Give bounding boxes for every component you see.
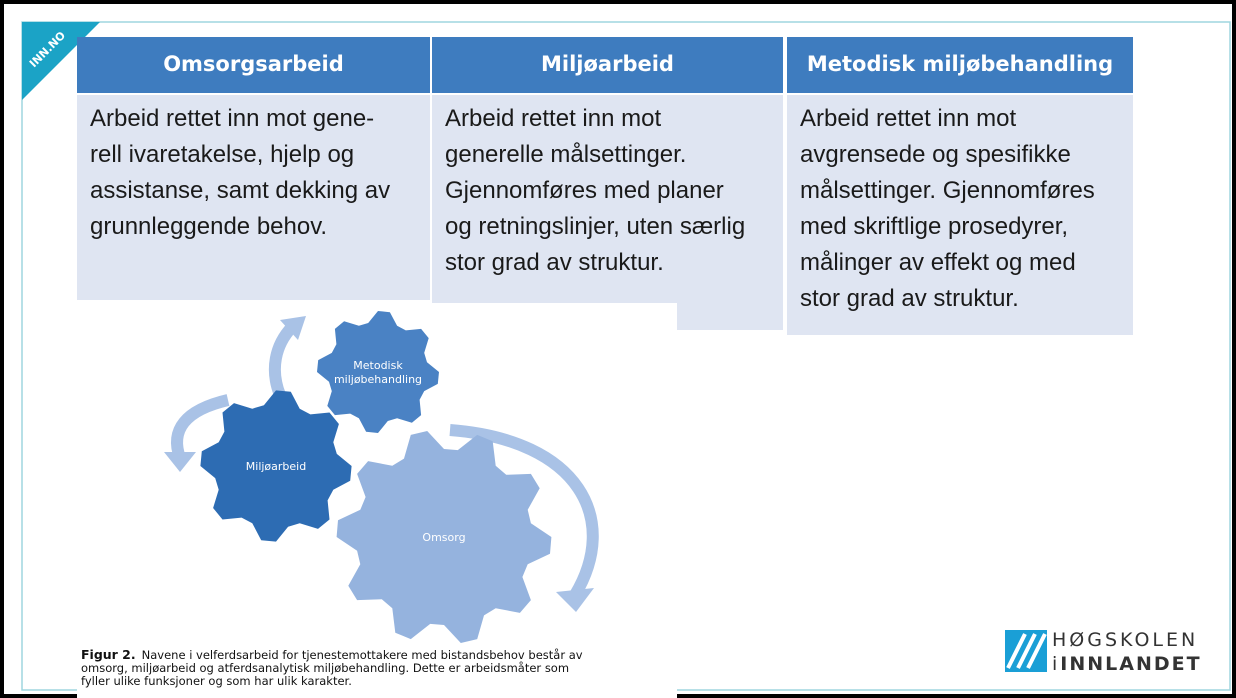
body-line: rell ivaretakelse, hjelp og (90, 141, 354, 168)
logo-name: INNLANDET (1060, 653, 1201, 675)
logo-line1: HØGSKOLEN (1052, 629, 1198, 651)
gear-label: Omsorg (422, 531, 465, 544)
body-line: Arbeid rettet inn mot (800, 105, 1016, 132)
body-line: generelle målsettinger. (445, 141, 686, 168)
cycle-arrow (268, 322, 297, 398)
body-line: stor grad av struktur. (800, 285, 1019, 312)
body-line: målinger av effekt og med (800, 249, 1076, 276)
body-line: Arbeid rettet inn mot (445, 105, 661, 132)
body-line: og retningslinjer, uten særlig (445, 213, 745, 240)
gear (200, 390, 352, 542)
logo-line2: i INNLANDET (1052, 653, 1202, 675)
body-cell (432, 95, 783, 330)
column-title: Miljøarbeid (541, 52, 674, 76)
gear-label: Miljøarbeid (246, 460, 306, 473)
logo-stripe (1026, 633, 1047, 669)
gear (336, 431, 552, 643)
body-line: assistanse, samt dekking av (90, 177, 390, 204)
column-title: Metodisk miljøbehandling (807, 52, 1113, 76)
logo-stripe (1016, 633, 1037, 669)
body-line: Gjennomføres med planer (445, 177, 724, 204)
body-cell (787, 95, 1133, 335)
logo-stripe (1006, 633, 1027, 669)
body-line: stor grad av struktur. (445, 249, 664, 276)
caption-line: Navene i velferdsarbeid for tjenestemott… (142, 648, 583, 662)
cycle-arrow (449, 424, 599, 599)
column-title: Omsorgsarbeid (163, 52, 344, 76)
gear-label: miljøbehandling (334, 373, 422, 386)
body-line: grunnleggende behov. (90, 213, 327, 240)
cycle-arrow (171, 394, 230, 461)
caption-line: fyller ulike funksjoner og som har ulik … (81, 674, 352, 688)
gear-label: Metodisk (353, 359, 403, 372)
body-line: avgrensede og spesifikke (800, 141, 1071, 168)
body-line: med skriftlige prosedyrer, (800, 213, 1068, 240)
header-cell (432, 37, 783, 93)
caption-label: Figur 2. (81, 647, 136, 662)
body-cell (77, 95, 430, 300)
header-cell (77, 37, 430, 93)
arrow-head (164, 452, 196, 472)
arrow-head (556, 588, 594, 612)
header-cell (787, 37, 1133, 93)
logo-prefix: i (1052, 653, 1057, 675)
caption-line: omsorg, miljøarbeid og atferdsanalytisk … (81, 661, 569, 675)
caption: Figur 2. Navene i velferdsarbeid for tjen… (81, 647, 583, 662)
body-line: Arbeid rettet inn mot gene- (90, 105, 374, 132)
gear (317, 311, 439, 433)
body-line: målsettinger. Gjennomføres (800, 177, 1095, 204)
arrow-head (280, 316, 306, 340)
